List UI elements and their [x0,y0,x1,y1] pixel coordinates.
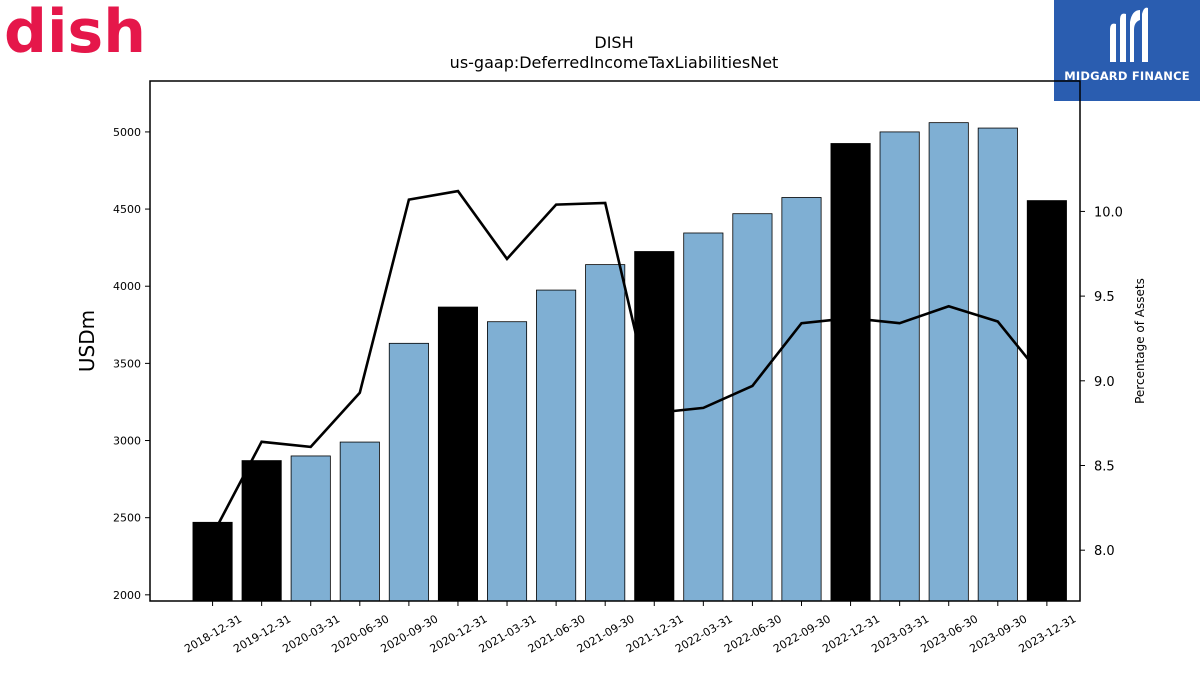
bar-2021-06-30 [536,289,577,602]
bar-2020-12-31 [437,306,478,602]
y-tick-label: 4000 [113,280,141,293]
chart-title: DISH [594,33,633,52]
midgard-logo-text: MIDGARD FINANCE [1064,69,1190,83]
bar-2022-06-30 [732,213,773,602]
y2-tick-label: 8.5 [1094,459,1115,474]
dish-logo: dish [4,2,144,60]
bar-2021-03-31 [487,321,528,602]
y-axis-left: 2000 2500 3000 3500 4000 4500 5000 [113,126,150,602]
y-tick-label: 3500 [113,357,141,370]
bar-2023-12-31 [1026,200,1067,602]
y2-tick-label: 9.5 [1094,290,1115,305]
y-tick-label: 4500 [113,203,141,216]
dish-logo-text: dish [4,2,144,60]
y-axis-right: 8.0 8.5 9.0 9.5 10.0 [1080,205,1123,559]
bar-2022-09-30 [781,197,822,602]
bar-2020-09-30 [388,342,429,602]
y2-tick-label: 8.0 [1094,544,1115,559]
bar-2019-12-31 [241,460,282,602]
y2-axis-label: Percentage of Assets [1133,278,1147,404]
bar-2021-12-31 [634,251,675,602]
bar-2022-12-31 [830,143,871,602]
bar-2023-06-30 [928,122,969,602]
y-tick-label: 2000 [113,589,141,602]
bar-2020-06-30 [339,441,380,602]
y-tick-label: 3000 [113,435,141,448]
chart-subtitle: us-gaap:DeferredIncomeTaxLiabilitiesNet [450,53,779,72]
y-tick-label: 2500 [113,512,141,525]
y2-tick-label: 9.0 [1094,375,1115,390]
x-axis: 2018-12-312019-12-312020-03-312020-06-30… [182,601,1078,656]
plot-frame [149,80,1081,602]
bar-series [192,122,1067,602]
midgard-finance-logo: MIDGARD FINANCE [1054,0,1200,101]
bar-2020-03-31 [290,455,331,602]
y2-tick-label: 10.0 [1094,205,1123,220]
percentage-line [211,189,1048,536]
bar-2023-03-31 [879,131,920,602]
midgard-emblem-icon [1110,7,1148,63]
bar-2021-09-30 [585,264,626,602]
bar-2023-09-30 [977,127,1018,602]
line-series [211,189,1048,536]
bar-2022-03-31 [683,232,724,602]
y-axis-label: USDm [75,310,99,372]
y-tick-label: 5000 [113,126,141,139]
